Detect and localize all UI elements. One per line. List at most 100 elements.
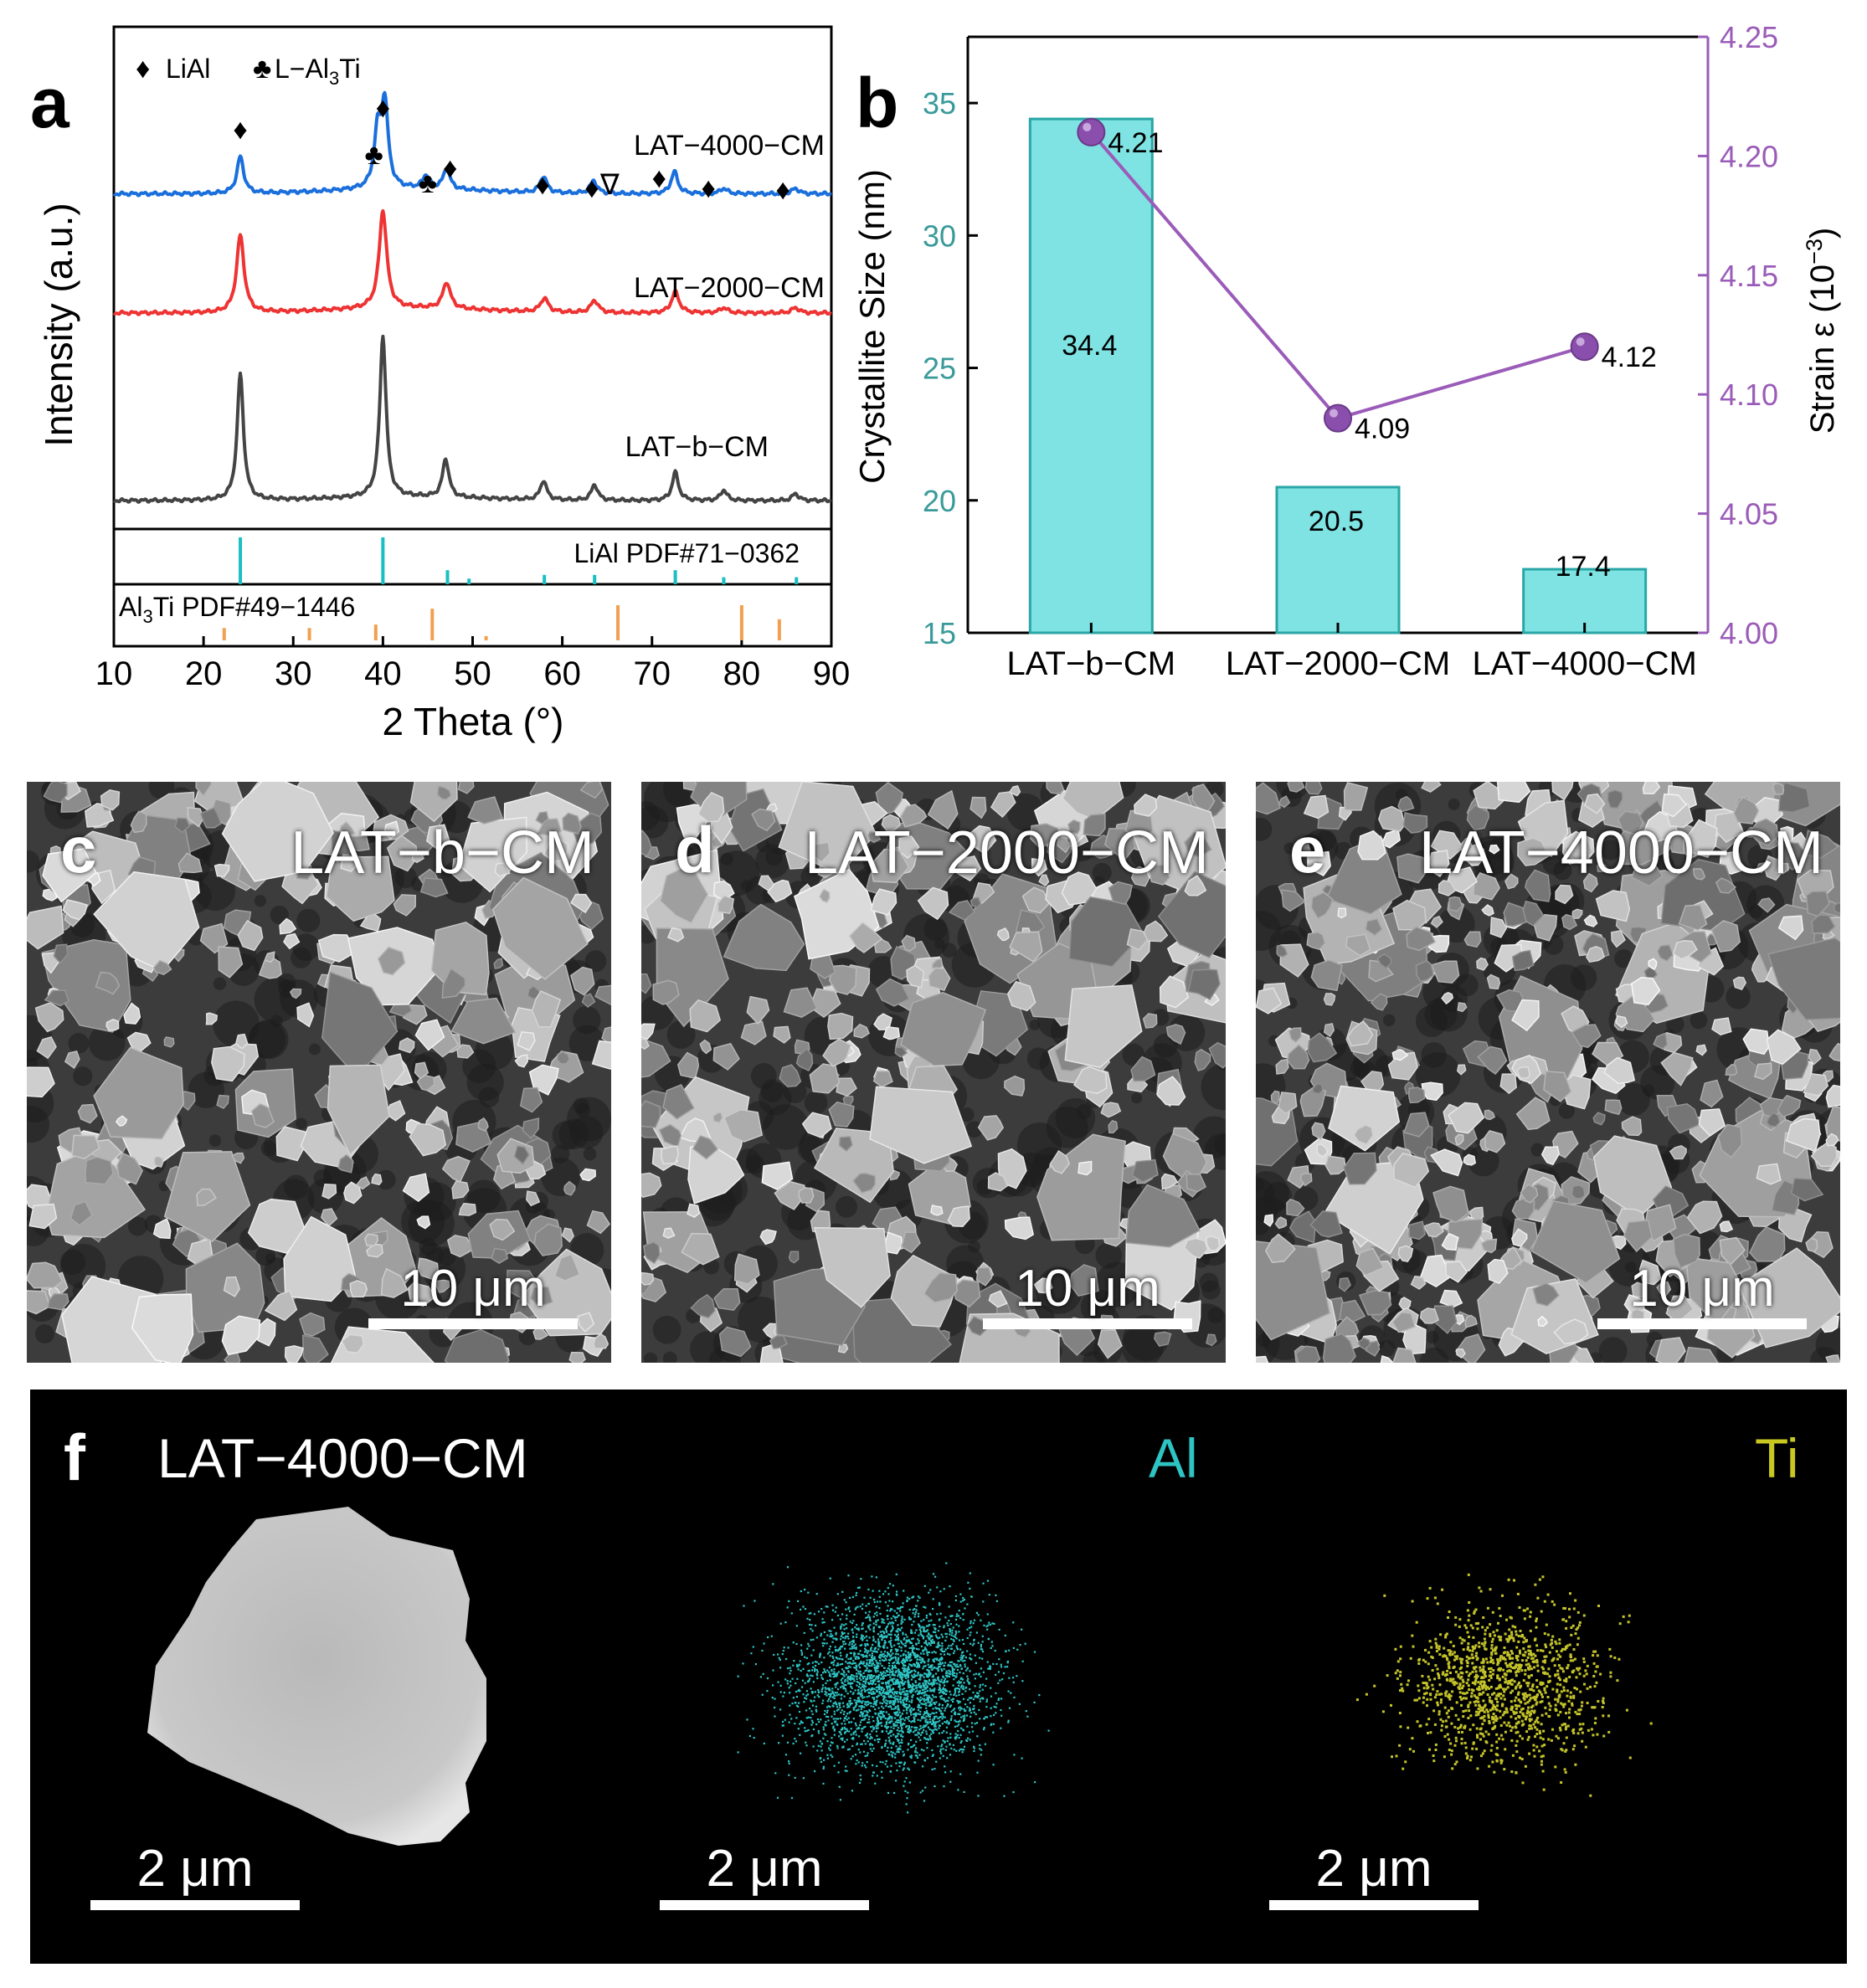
al-dot <box>985 1716 987 1718</box>
al-dot <box>900 1606 903 1609</box>
al-dot <box>919 1707 923 1709</box>
al-dot <box>866 1677 868 1680</box>
al-dot <box>900 1622 903 1625</box>
al-dot <box>894 1671 897 1674</box>
al-dot <box>876 1686 878 1688</box>
al-dot <box>872 1725 874 1728</box>
al-dot <box>882 1653 885 1656</box>
al-dot <box>958 1749 960 1752</box>
al-dot <box>851 1744 854 1747</box>
al-dot <box>861 1718 863 1721</box>
al-dot <box>941 1657 944 1660</box>
al-dot <box>906 1709 908 1712</box>
al-dot <box>930 1700 933 1703</box>
al-dot <box>887 1593 890 1595</box>
al-dot <box>871 1655 873 1658</box>
al-dot <box>905 1703 908 1706</box>
al-dot <box>776 1796 779 1799</box>
al-dot <box>847 1717 850 1719</box>
al-dot <box>900 1734 903 1738</box>
al-dot <box>972 1698 975 1701</box>
al-dot <box>873 1651 876 1653</box>
al-dot <box>921 1688 923 1692</box>
al-dot <box>953 1693 955 1697</box>
sem-grain <box>1464 1314 1479 1328</box>
panel-a-peak-marker: ♦ <box>233 114 247 146</box>
al-dot <box>778 1657 780 1659</box>
al-dot <box>929 1721 932 1723</box>
al-dot <box>954 1687 956 1690</box>
al-dot <box>815 1636 818 1639</box>
al-dot <box>926 1709 928 1713</box>
al-dot <box>937 1667 939 1670</box>
sem-grain <box>1584 793 1606 814</box>
al-dot <box>944 1709 946 1712</box>
al-dot <box>828 1687 831 1690</box>
al-dot <box>980 1648 982 1651</box>
al-dot <box>939 1687 941 1689</box>
sem-grain <box>1256 1241 1331 1341</box>
sem-grain <box>1165 1024 1186 1045</box>
al-dot <box>825 1692 828 1694</box>
al-dot <box>788 1600 790 1602</box>
al-dot <box>875 1605 877 1608</box>
al-dot <box>913 1631 917 1634</box>
panel-b-xtick-label: LAT−2000−CM <box>1226 645 1450 682</box>
sem-pore <box>740 880 753 891</box>
al-dot <box>939 1709 941 1712</box>
panel-b-strain-point <box>1570 332 1599 362</box>
panel-b-ytick-label: 35 <box>923 86 956 121</box>
al-dot <box>836 1694 838 1697</box>
al-dot <box>915 1605 918 1607</box>
panel-b-strain-point-highlight <box>1576 337 1585 347</box>
al-dot <box>908 1639 910 1641</box>
al-dot <box>958 1693 960 1696</box>
sem-grain <box>1421 1081 1443 1102</box>
al-dot <box>924 1691 927 1693</box>
al-dot <box>878 1641 881 1644</box>
panel-a-xrd-chart: a ♦ LiAl ♣ L−Al3Ti 10 20 30 40 50 60 70 80 90LAT… <box>30 25 850 743</box>
sem-grain <box>1073 1066 1108 1094</box>
al-dot <box>789 1667 791 1669</box>
al-dot <box>914 1657 917 1659</box>
al-dot <box>897 1658 900 1661</box>
al-dot <box>820 1690 823 1693</box>
al-dot <box>861 1730 863 1733</box>
al-dot <box>955 1615 958 1617</box>
al-dot <box>913 1729 916 1732</box>
al-dot <box>953 1640 955 1642</box>
al-dot <box>892 1751 894 1754</box>
sem-grain <box>1061 871 1098 907</box>
al-dot <box>852 1645 856 1647</box>
al-dot <box>857 1686 861 1688</box>
panel-a-series-label: LAT−2000−CM <box>634 272 825 304</box>
al-dot <box>910 1721 913 1723</box>
panel-a-peak-marker: ♦ <box>535 169 549 201</box>
al-dot <box>841 1658 844 1661</box>
al-dot <box>787 1667 789 1670</box>
al-dot <box>933 1696 935 1698</box>
al-dot <box>859 1667 861 1669</box>
sem-grain <box>641 1100 661 1128</box>
al-dot <box>958 1684 960 1687</box>
al-dot <box>933 1690 935 1693</box>
al-dot <box>958 1737 960 1739</box>
sem-pore <box>959 1107 975 1122</box>
sem-grain <box>641 1172 662 1199</box>
al-dot <box>849 1699 851 1702</box>
al-dot <box>959 1686 962 1688</box>
al-dot <box>865 1616 867 1619</box>
sem-grain <box>34 1002 64 1033</box>
al-dot <box>900 1761 903 1764</box>
al-dot <box>826 1709 829 1712</box>
sem-grain <box>810 841 831 863</box>
al-dot <box>916 1756 919 1759</box>
al-dot <box>931 1749 934 1751</box>
sem-grain <box>493 958 504 969</box>
al-dot <box>820 1688 823 1691</box>
al-dot <box>791 1703 794 1705</box>
al-dot <box>807 1729 810 1731</box>
al-dot <box>869 1748 872 1750</box>
al-dot <box>941 1698 944 1700</box>
al-dot <box>958 1707 960 1709</box>
